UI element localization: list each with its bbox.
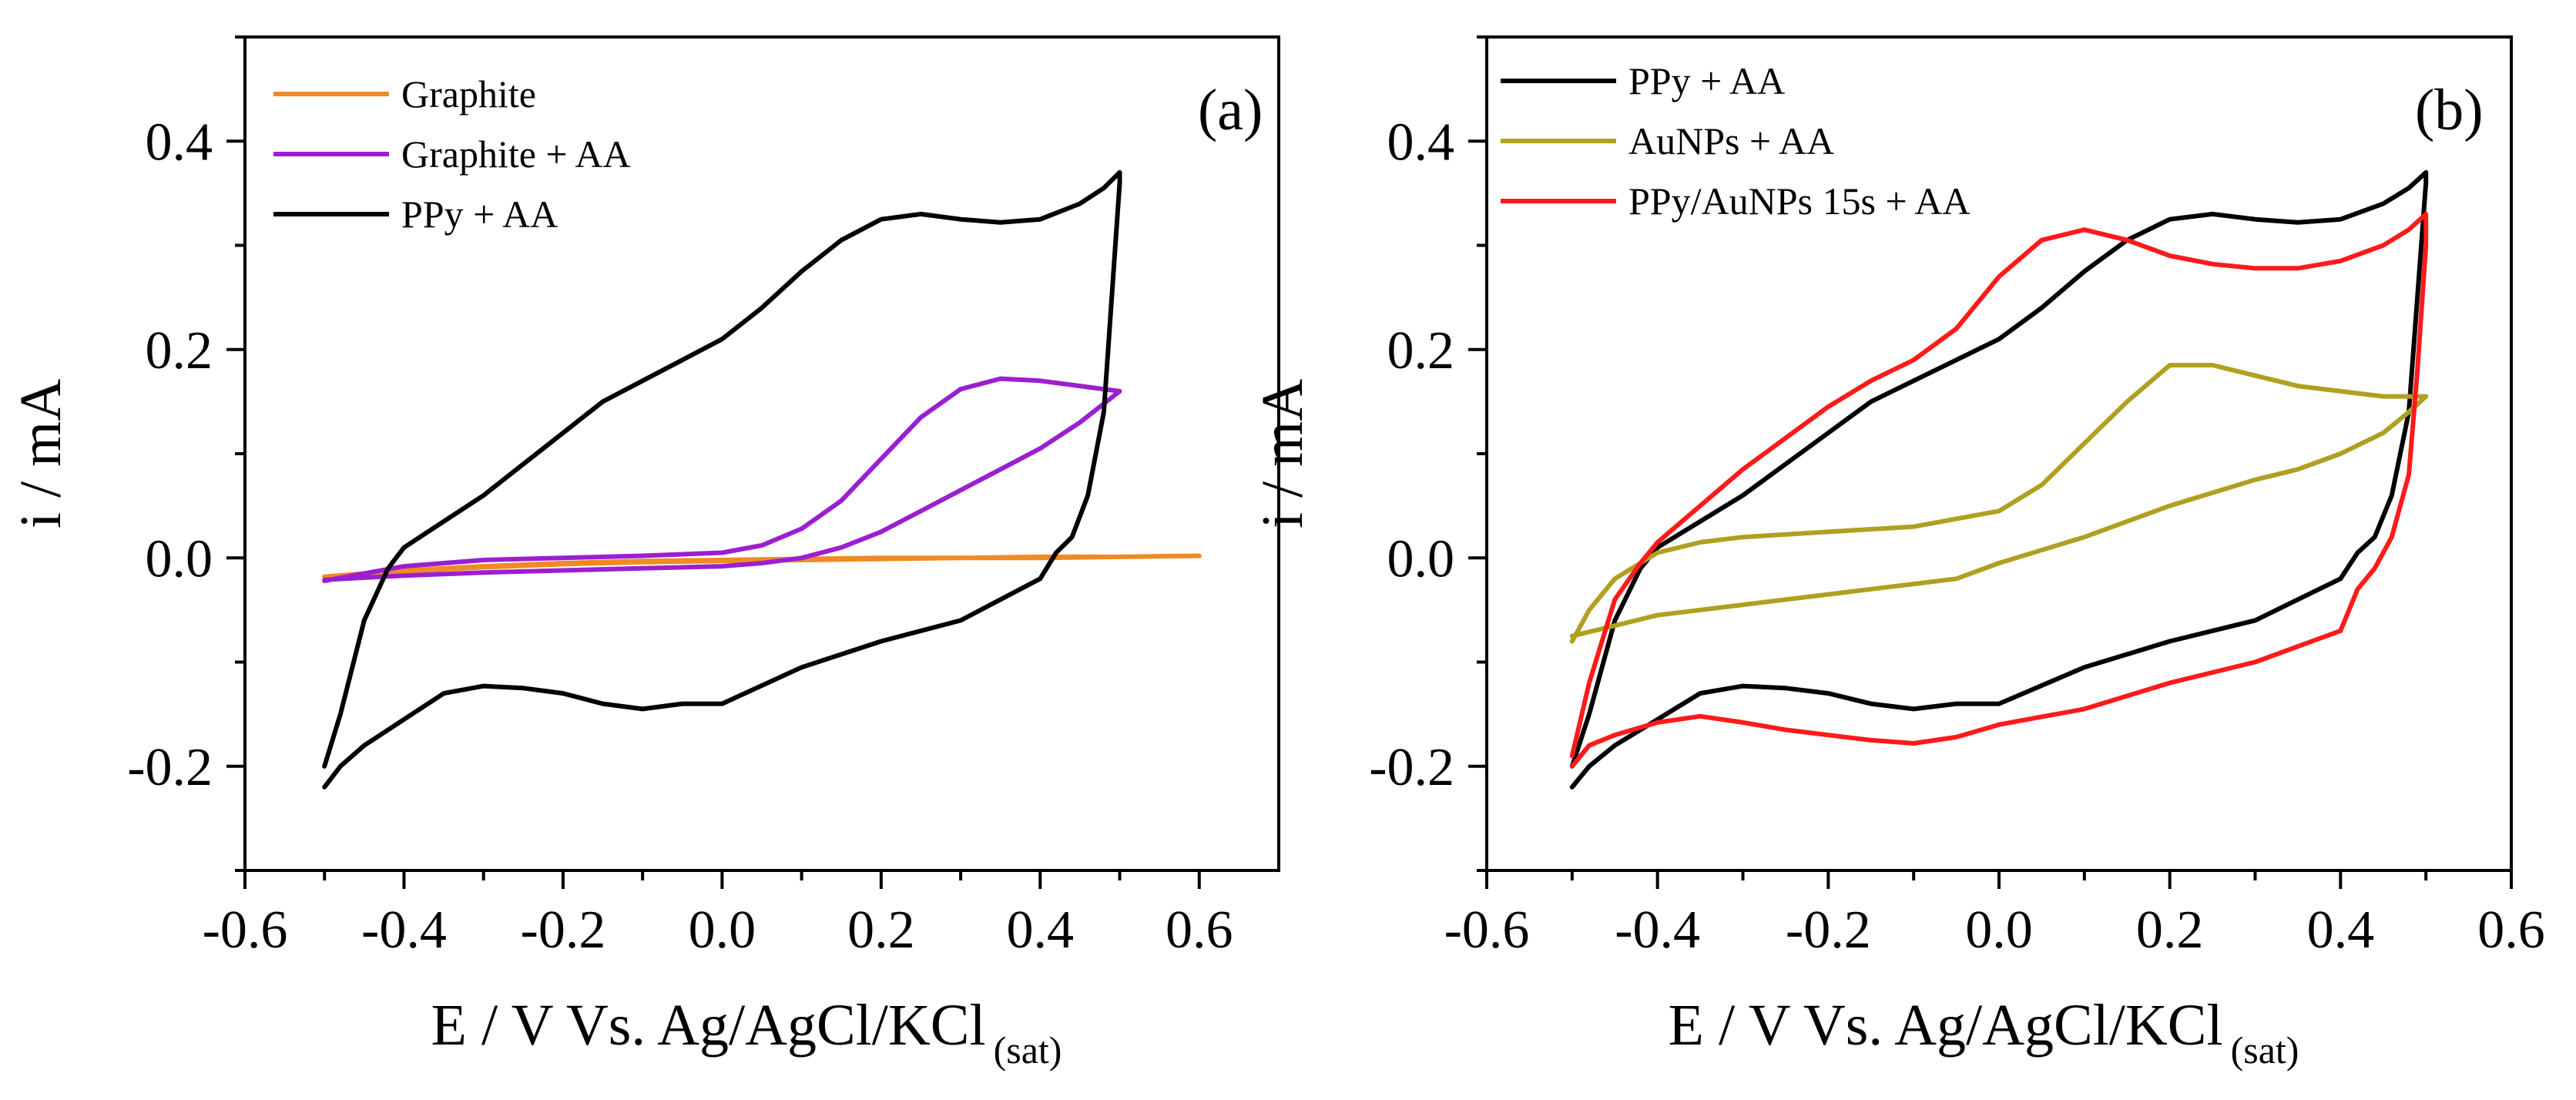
panel-a-y-tick-label: -0.2 [127, 738, 213, 797]
panel-b-y-tick-label: -0.2 [1369, 738, 1454, 797]
panel-b-x-tick-label: 0.4 [2307, 900, 2375, 960]
panel-a-y-tick-label: 0.0 [146, 529, 213, 589]
panel-a-series-3-line [322, 169, 1122, 790]
panel-a-x-axis-label: E / V Vs. Ag/AgCl/KCl (sat) [431, 993, 1062, 1071]
panel-a-y-tick-label: 0.2 [146, 321, 213, 381]
panel-a-x-tick-label: -0.4 [361, 900, 447, 960]
panel-a-label: (a) [1198, 78, 1263, 143]
panel-b-x-axis-label: E / V Vs. Ag/AgCl/KCl (sat) [1669, 993, 2299, 1071]
panel-b-x-axis-label-text: E / V Vs. Ag/AgCl/KCl [1669, 993, 2223, 1058]
panel-b-y-tick-label: 0.2 [1387, 321, 1455, 381]
panel-a-x-axis-label-text: E / V Vs. Ag/AgCl/KCl [431, 993, 986, 1058]
panel-b: -0.6 -0.4 -0.2 0.0 0.2 0.4 0.6-0.20.00.20.4E /… [1250, 35, 2545, 1071]
panel-a-x-tick-label: 0.2 [847, 900, 915, 960]
panel-b-x-tick-label: 0.0 [1965, 900, 2033, 960]
panel-b-series-2-line [1569, 363, 2429, 644]
panel-a-legend-entry-2: Graphite + AA [401, 132, 631, 176]
panel-a-x-tick-label: -0.6 [203, 900, 288, 960]
panel-b-series-3-line [1569, 211, 2429, 769]
panel-a-legend-entry-3: PPy + AA [401, 193, 558, 236]
panel-b-series-1-line [1569, 169, 2429, 790]
panel-b-x-tick-label: -0.4 [1615, 900, 1700, 960]
panel-b-legend-entry-1: PPy + AA [1628, 59, 1785, 102]
panel-a-axes-frame [243, 35, 1280, 872]
panel-b-y-axis-label: i / mA [1250, 379, 1315, 528]
panel-a-series-2-line [322, 376, 1122, 583]
panel-a: -0.6 -0.4 -0.2 0.0 0.2 0.4 0.6 -0.2 0.0 0.2 0.4 E /… [8, 35, 1280, 1071]
panel-b-x-axis-label-subscript: (sat) [2231, 1028, 2299, 1071]
panel-a-legend: Graphite Graphite + AA PPy + AA [273, 72, 631, 236]
panel-a-x-tick-label: 0.0 [689, 900, 756, 960]
panel-b-x-tick-label: 0.6 [2477, 900, 2545, 960]
panel-a-y-tick-label: 0.4 [146, 112, 213, 172]
panel-b-x-tick-label: 0.2 [2136, 900, 2204, 960]
panel-b-x-tick-label: -0.6 [1444, 900, 1530, 960]
panel-a-x-axis-label-subscript: (sat) [994, 1028, 1062, 1071]
panel-a-y-axis-label: i / mA [8, 379, 73, 528]
panel-b-legend: PPy + AA AuNPs + AA PPy/AuNPs 15s + AA [1501, 59, 1971, 223]
panel-a-series-1-line [322, 553, 1202, 579]
panel-b-legend-entry-2: AuNPs + AA [1628, 119, 1834, 163]
panel-a-x-tick-label: 0.4 [1007, 900, 1075, 960]
panel-a-x-tick-label: -0.2 [521, 900, 606, 960]
panel-b-label: (b) [2415, 78, 2484, 143]
panel-a-x-tick-label: 0.6 [1166, 900, 1233, 960]
panel-b-y-tick-label: 0.4 [1387, 112, 1455, 172]
panel-b-x-tick-label: -0.2 [1786, 900, 1871, 960]
panel-b-y-tick-label: 0.0 [1387, 529, 1455, 589]
panel-a-legend-entry-1: Graphite [401, 72, 536, 116]
panel-b-legend-entry-3: PPy/AuNPs 15s + AA [1628, 179, 1971, 223]
